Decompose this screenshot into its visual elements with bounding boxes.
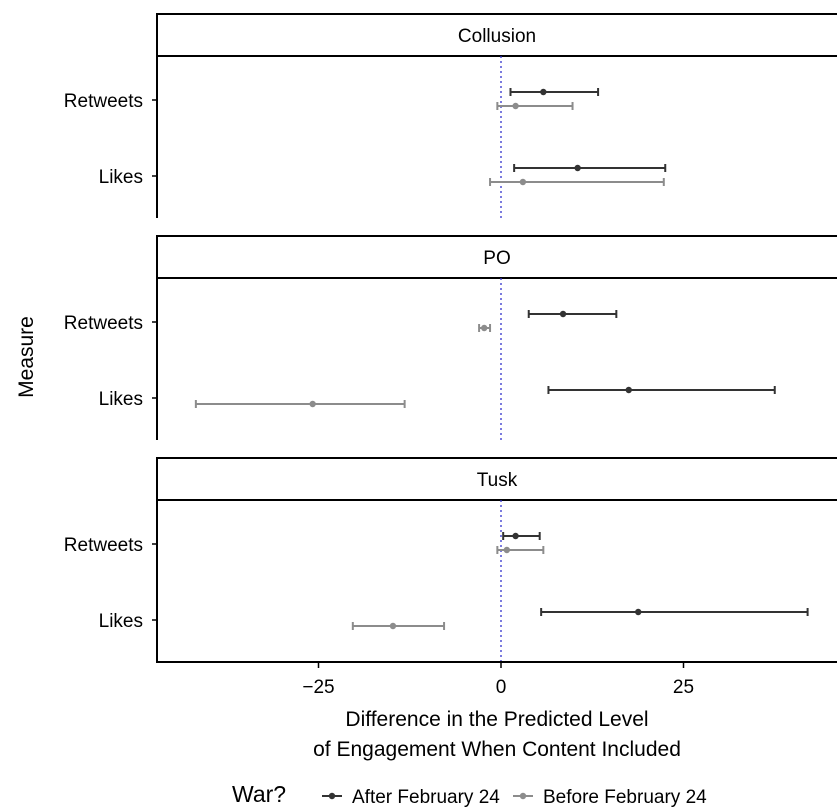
- interval-before-february-24: [496, 546, 545, 554]
- estimate-point: [540, 88, 547, 96]
- legend-title: War?: [232, 781, 286, 807]
- x-axis: −25 0 25: [156, 661, 837, 698]
- legend-entry: After February 24: [322, 787, 500, 808]
- legend-label: Before February 24: [543, 787, 707, 808]
- panels: CollusionRetweetsLikesPORetweetsLikesTus…: [64, 13, 837, 662]
- interval-before-february-24: [351, 622, 446, 630]
- y-tick-label: Likes: [99, 389, 143, 410]
- strip: [156, 235, 837, 279]
- interval-before-february-24: [194, 400, 406, 408]
- estimate-point: [512, 532, 519, 540]
- panel-po: PO Retweets Likes: [64, 235, 837, 440]
- estimate-point: [635, 608, 642, 616]
- x-tick-label: 25: [673, 677, 694, 698]
- strip-label: PO: [483, 248, 510, 269]
- x-tick-label: 0: [496, 677, 507, 698]
- legend: War? After February 24 Before February 24: [232, 781, 707, 808]
- interval-before-february-24: [496, 102, 574, 110]
- legend-key-point: [519, 792, 527, 800]
- y-tick-label: Likes: [99, 167, 143, 188]
- strip-label: Tusk: [477, 470, 518, 491]
- interval-after-february-24: [502, 532, 541, 540]
- panel-collusion: Collusion Retweets Likes: [64, 13, 837, 218]
- x-tick-label: −25: [302, 677, 334, 698]
- estimate-point: [481, 324, 488, 332]
- y-axis-title: Measure: [15, 316, 38, 398]
- estimate-point: [512, 102, 519, 110]
- estimate-point: [625, 386, 632, 394]
- legend-label: After February 24: [352, 787, 500, 808]
- interval-before-february-24: [478, 324, 492, 332]
- y-tick-label: Retweets: [64, 313, 143, 334]
- y-tick-label: Retweets: [64, 91, 143, 112]
- x-axis-title-line-1: Difference in the Predicted Level: [345, 708, 648, 731]
- estimate-point: [559, 310, 567, 318]
- interval-after-february-24: [513, 164, 667, 172]
- interval-after-february-24: [540, 608, 809, 616]
- panel-tusk: Tusk Retweets Likes: [64, 457, 837, 662]
- legend-entry: Before February 24: [513, 787, 707, 808]
- interval-before-february-24: [489, 178, 665, 186]
- y-tick-label: Retweets: [64, 535, 143, 556]
- estimate-point: [389, 622, 397, 630]
- estimate-point: [503, 546, 511, 554]
- y-tick-label: Likes: [99, 611, 143, 632]
- estimate-point: [309, 400, 316, 408]
- interval-after-february-24: [547, 386, 776, 394]
- axis-titles: Difference in the Predicted Level of Eng…: [15, 316, 681, 761]
- legend-key-point: [328, 792, 336, 800]
- strip: [156, 13, 837, 57]
- interval-after-february-24: [527, 310, 618, 318]
- estimate-point: [574, 164, 581, 172]
- interval-after-february-24: [509, 88, 600, 96]
- strip-label: Collusion: [458, 26, 536, 47]
- strip: [156, 457, 837, 501]
- x-axis-title-line-2: of Engagement When Content Included: [313, 738, 681, 761]
- estimate-point: [519, 178, 527, 186]
